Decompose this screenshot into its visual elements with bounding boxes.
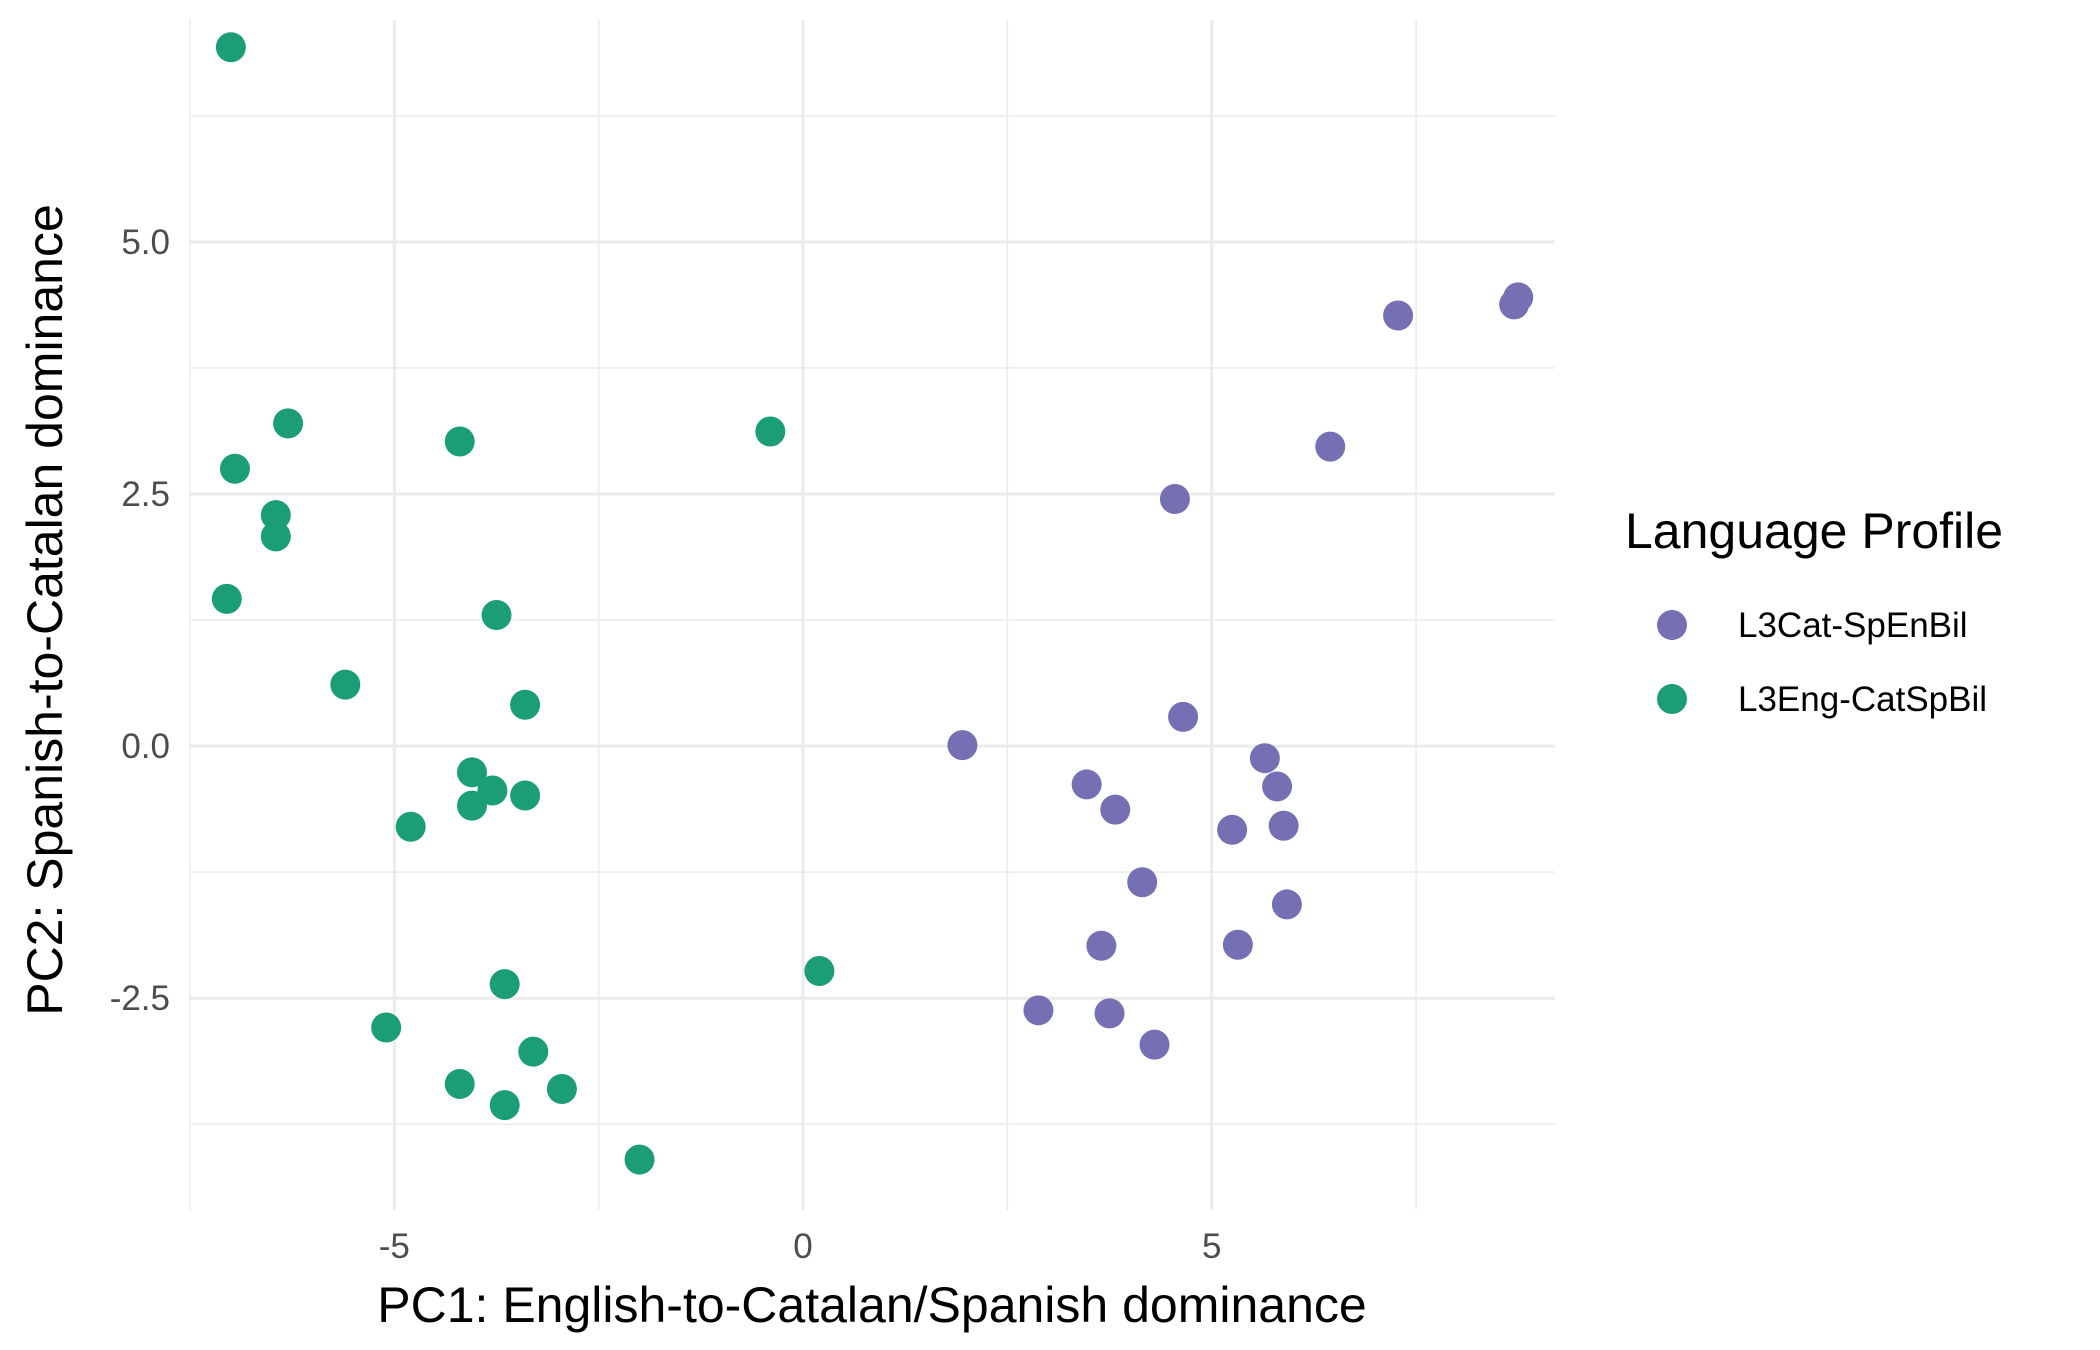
data-point-series-2 <box>444 1068 475 1099</box>
data-point-series-2 <box>273 408 304 439</box>
data-point-series-1 <box>1168 701 1199 732</box>
legend-key-series-1 <box>1657 610 1687 640</box>
data-point-series-1 <box>1217 814 1248 845</box>
data-point-series-1 <box>1383 300 1414 331</box>
data-point-series-1 <box>1139 1029 1170 1060</box>
data-point-series-1 <box>1262 771 1293 802</box>
data-point-series-2 <box>395 811 426 842</box>
data-point-series-2 <box>546 1073 577 1104</box>
grid <box>189 20 1555 1210</box>
x-axis-title: PC1: English-to-Catalan/Spanish dominanc… <box>377 1277 1366 1333</box>
x-axis-ticks: -5 0 5 <box>379 1227 1222 1266</box>
y-tick-label: -2.5 <box>110 979 170 1018</box>
data-point-series-1 <box>1071 769 1102 800</box>
y-tick-label: 5.0 <box>121 223 170 262</box>
data-point-series-2 <box>260 521 291 552</box>
x-tick-label: 0 <box>793 1227 812 1266</box>
data-point-series-2 <box>510 689 541 720</box>
y-tick-label: 0.0 <box>121 727 170 766</box>
data-point-series-1 <box>1086 930 1117 961</box>
x-tick-label: 5 <box>1202 1227 1221 1266</box>
data-point-series-2 <box>624 1144 655 1175</box>
data-point-series-1 <box>1222 929 1253 960</box>
data-point-series-1 <box>1315 431 1346 462</box>
data-point-series-2 <box>477 775 508 806</box>
data-point-series-2 <box>489 1090 520 1121</box>
legend: Language Profile L3Cat-SpEnBil L3Eng-CatS… <box>1625 503 2003 719</box>
data-point-series-2 <box>215 32 246 63</box>
data-point-series-2 <box>211 583 242 614</box>
data-point-series-2 <box>456 790 487 821</box>
y-tick-label: 2.5 <box>121 475 170 514</box>
data-point-series-2 <box>518 1036 549 1067</box>
data-point-series-2 <box>260 500 291 531</box>
data-point-series-2 <box>219 453 250 484</box>
data-point-series-2 <box>330 669 361 700</box>
legend-key-series-2 <box>1657 684 1687 714</box>
data-point-series-2 <box>489 969 520 1000</box>
data-point-series-2 <box>456 757 487 788</box>
data-point-series-1 <box>1271 889 1302 920</box>
x-tick-label: -5 <box>379 1227 410 1266</box>
data-point-series-2 <box>755 416 786 447</box>
data-point-series-2 <box>510 780 541 811</box>
data-point-series-1 <box>1094 998 1125 1029</box>
legend-label-series-2: L3Eng-CatSpBil <box>1738 680 1987 719</box>
data-point-series-1 <box>1127 867 1158 898</box>
data-point-series-2 <box>804 955 835 986</box>
legend-title: Language Profile <box>1625 503 2003 559</box>
data-point-series-1 <box>1499 289 1530 320</box>
data-point-series-1 <box>1249 743 1280 774</box>
data-point-series-1 <box>1023 995 1054 1026</box>
y-axis-ticks: -2.5 0.0 2.5 5.0 <box>110 223 170 1018</box>
data-points <box>211 32 1534 1175</box>
data-point-series-2 <box>481 600 512 630</box>
data-point-series-1 <box>1159 484 1190 515</box>
data-point-series-2 <box>371 1012 402 1043</box>
legend-label-series-1: L3Cat-SpEnBil <box>1738 606 1968 645</box>
y-axis-title: PC2: Spanish-to-Catalan dominance <box>17 204 73 1016</box>
data-point-series-1 <box>1268 810 1299 841</box>
data-point-series-2 <box>444 426 475 457</box>
data-point-series-1 <box>1100 794 1131 825</box>
data-point-series-1 <box>947 730 978 761</box>
